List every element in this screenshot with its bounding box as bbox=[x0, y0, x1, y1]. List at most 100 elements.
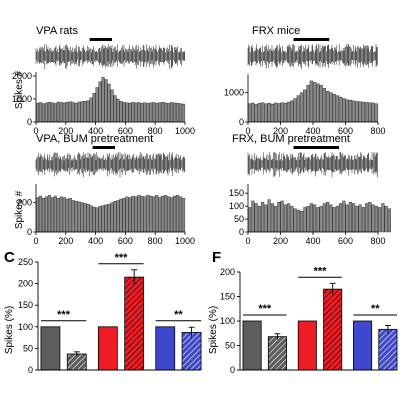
x-tick-label: 800 bbox=[148, 236, 163, 246]
histogram-bar bbox=[92, 93, 96, 123]
histogram-bar bbox=[140, 195, 144, 233]
histogram-bar bbox=[95, 207, 99, 233]
summary-bar bbox=[155, 326, 176, 371]
histogram-bar bbox=[257, 103, 262, 123]
histogram-bar bbox=[283, 204, 287, 233]
histogram-bar bbox=[374, 205, 378, 233]
histogram-bar bbox=[257, 205, 261, 233]
histogram-bar bbox=[113, 95, 117, 123]
histogram-bar bbox=[122, 198, 126, 233]
histogram-bar bbox=[358, 204, 362, 233]
histogram-bar bbox=[161, 102, 165, 123]
summary-bar bbox=[323, 288, 343, 371]
histogram-bar bbox=[178, 196, 183, 233]
y-tick-label: 200 bbox=[220, 267, 235, 277]
histogram-bar bbox=[306, 205, 310, 233]
histogram-bar bbox=[339, 203, 343, 233]
histogram-bar bbox=[146, 195, 150, 233]
histogram-bar bbox=[378, 207, 382, 233]
histogram-bar bbox=[56, 198, 60, 233]
histogram-bar bbox=[170, 102, 174, 123]
x-tick-label: 600 bbox=[338, 236, 353, 246]
histogram-bar bbox=[113, 200, 117, 233]
histogram-bar bbox=[116, 98, 120, 123]
histogram-bar bbox=[86, 203, 90, 233]
summary-bar bbox=[124, 276, 145, 371]
histogram-bar bbox=[62, 102, 66, 123]
histogram-bar bbox=[167, 196, 171, 233]
histogram-bar bbox=[248, 207, 252, 233]
x-tick-label: 600 bbox=[338, 126, 353, 136]
histogram-bar bbox=[158, 102, 162, 123]
histogram-bar bbox=[110, 89, 114, 123]
histogram-bar bbox=[74, 200, 78, 233]
significance-label: ** bbox=[371, 303, 380, 315]
histogram-bar bbox=[98, 206, 102, 233]
significance-label: *** bbox=[115, 252, 129, 264]
histogram-bar bbox=[325, 90, 330, 123]
histogram-bar bbox=[277, 103, 281, 123]
histogram-bar bbox=[181, 103, 186, 123]
histogram-bar bbox=[65, 198, 69, 233]
histogram-bar bbox=[178, 103, 183, 123]
histogram-bar bbox=[316, 207, 320, 233]
summary-bar bbox=[267, 336, 287, 371]
histogram-bar bbox=[351, 100, 356, 123]
x-tick-label: 0 bbox=[245, 236, 250, 246]
histogram-bar bbox=[101, 205, 105, 233]
y-tick-label: 150 bbox=[229, 188, 244, 198]
histogram-bar bbox=[164, 195, 168, 233]
histogram-bar bbox=[44, 102, 49, 123]
histogram-bar bbox=[95, 87, 99, 123]
histogram-bar bbox=[267, 199, 271, 233]
histogram-bar bbox=[371, 102, 375, 123]
histogram-frx-mice: 0 200 400 600 800 0 1000 bbox=[224, 38, 386, 136]
histogram-bar bbox=[287, 203, 291, 233]
panel-vpa-bum: VPA, BUM pretreatment Spikes # 0 200 400 60… bbox=[14, 133, 195, 246]
y-axis-label: Spikes (%) bbox=[4, 306, 15, 354]
y-tick-label: 100 bbox=[229, 201, 244, 211]
summary-bar bbox=[40, 326, 61, 371]
histogram-bar bbox=[251, 200, 255, 233]
histogram-bar bbox=[155, 102, 159, 123]
stimulus-bar bbox=[89, 38, 112, 41]
histogram-bar bbox=[161, 195, 165, 233]
histogram-bar bbox=[89, 205, 93, 233]
histogram-bar bbox=[293, 98, 297, 123]
y-tick-label: 150 bbox=[18, 300, 33, 310]
spike-trace bbox=[35, 44, 186, 70]
histogram-bar bbox=[68, 101, 72, 123]
significance-label: *** bbox=[258, 303, 272, 315]
histogram-bar bbox=[371, 204, 375, 233]
histogram-bar bbox=[71, 102, 75, 123]
histogram-bar bbox=[316, 83, 320, 123]
histogram-bar bbox=[306, 85, 310, 123]
histogram-bar bbox=[365, 203, 369, 233]
panel-title: FRX mice bbox=[252, 25, 300, 37]
x-tick-label: 400 bbox=[305, 236, 320, 246]
histogram-bar bbox=[152, 102, 156, 123]
histogram-bar bbox=[361, 101, 366, 123]
stimulus-bar bbox=[293, 38, 330, 41]
x-tick-label: 600 bbox=[118, 236, 133, 246]
histogram-bar bbox=[80, 202, 84, 233]
histogram-bar bbox=[335, 205, 339, 233]
significance-label: *** bbox=[314, 265, 328, 277]
histogram-bar bbox=[83, 101, 87, 123]
histogram-bar bbox=[164, 102, 168, 123]
histogram-bar bbox=[41, 198, 46, 233]
y-axis-label: Spikes # bbox=[14, 70, 25, 109]
y-tick-label: 0 bbox=[27, 117, 32, 127]
summary-bar bbox=[297, 320, 317, 371]
histogram-bar bbox=[303, 207, 307, 233]
summary-bar bbox=[378, 328, 398, 371]
histogram-bar bbox=[299, 92, 304, 123]
histogram-bar bbox=[86, 100, 90, 123]
y-tick-label: 0 bbox=[230, 365, 235, 375]
x-tick-label: 0 bbox=[245, 126, 250, 136]
y-tick-label: 100 bbox=[18, 322, 33, 332]
summary-bar bbox=[353, 320, 373, 371]
histogram-bar bbox=[361, 207, 365, 233]
